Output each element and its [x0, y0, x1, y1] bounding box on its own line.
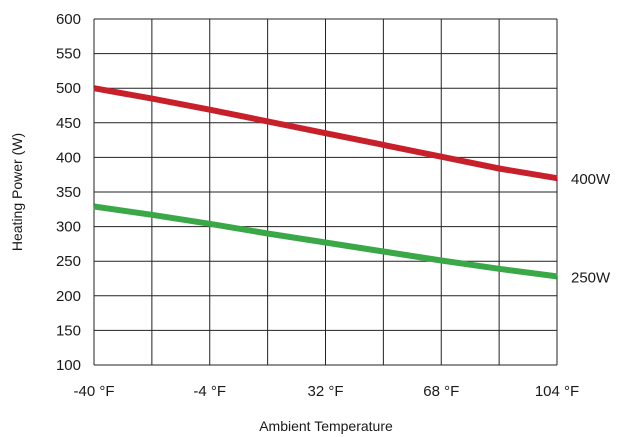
y-tick-label: 250 [56, 253, 81, 270]
x-tick-label: -40 °F [73, 383, 114, 400]
y-tick-label: 100 [56, 357, 81, 374]
y-tick-label: 450 [56, 115, 81, 132]
y-tick-label: 200 [56, 288, 81, 305]
series-labels: 400W 250W [571, 171, 611, 286]
series-line-400w [93, 85, 558, 182]
y-axis-ticks: 100 150 200 250 300 350 400 450 500 550 600 [56, 11, 81, 374]
x-axis-ticks: -40 °F -4 °F 32 °F 68 °F 104 °F [73, 383, 579, 400]
x-axis-title: Ambient Temperature [259, 418, 393, 434]
series-lines [93, 85, 558, 280]
y-axis-title: Heating Power (W) [9, 133, 25, 251]
y-tick-label: 500 [56, 80, 81, 97]
y-tick-label: 300 [56, 219, 81, 236]
y-tick-label: 150 [56, 322, 81, 339]
x-tick-label: 68 °F [423, 383, 459, 400]
x-tick-label: 104 °F [535, 383, 579, 400]
y-tick-label: 550 [56, 46, 81, 63]
series-label-250w: 250W [571, 269, 611, 286]
grid [93, 18, 558, 366]
y-tick-label: 350 [56, 184, 81, 201]
series-line-250w [93, 203, 558, 280]
x-tick-label: 32 °F [307, 383, 343, 400]
series-label-400w: 400W [571, 171, 611, 188]
x-tick-label: -4 °F [193, 383, 226, 400]
y-tick-label: 400 [56, 149, 81, 166]
y-tick-label: 600 [56, 11, 81, 28]
